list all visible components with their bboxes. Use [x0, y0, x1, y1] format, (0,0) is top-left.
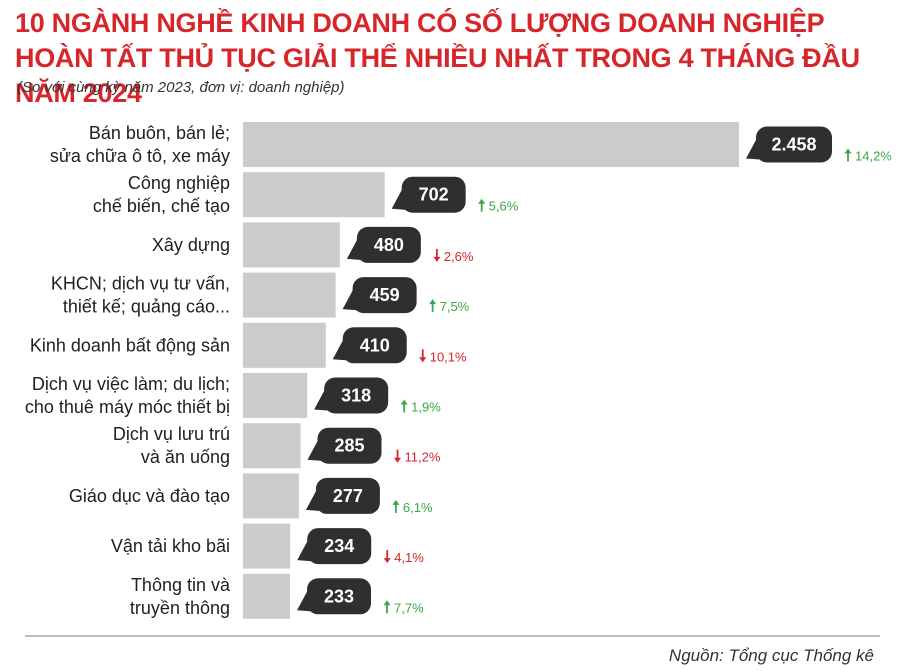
category-label: Bán buôn, bán lẻ; [89, 123, 230, 143]
value-bubble [324, 377, 389, 414]
category-label: thiết kế; quảng cáo... [63, 297, 230, 317]
value-label: 318 [341, 386, 371, 406]
category-label: truyền thông [130, 598, 230, 618]
change-label: 7,5% [440, 299, 470, 314]
bar-row: Công nghiệp chế biến, chế tạo 702 5,6% [93, 172, 519, 218]
value-bubble [315, 477, 380, 514]
bar [243, 373, 308, 418]
bar [243, 172, 385, 218]
category-label: Công nghiệp [128, 173, 230, 193]
arrow-up-icon [844, 148, 852, 162]
value-label: 459 [370, 285, 400, 305]
value-bubble [317, 427, 382, 464]
bar-row: Dịch vụ lưu trú và ăn uống 285 11,2% [113, 423, 441, 469]
change-label: 11,2% [405, 450, 441, 465]
arrow-head [400, 399, 408, 405]
bar [243, 423, 301, 469]
bars-group: Bán buôn, bán lẻ; sửa chữa ô tô, xe máy 2.… [25, 122, 892, 619]
change-label: 7,7% [394, 600, 424, 615]
value-label: 702 [419, 185, 449, 205]
category-label: Giáo dục và đào tạo [69, 486, 230, 506]
bar [243, 222, 340, 268]
bar [243, 122, 739, 167]
arrow-up-icon [478, 198, 486, 212]
bar [243, 473, 299, 519]
category-label: Dịch vụ việc làm; du lịch; [32, 374, 230, 394]
bar-row: Kinh doanh bất động sản 410 10,1% [30, 322, 467, 368]
arrow-down-icon [433, 248, 441, 262]
bar [243, 322, 326, 368]
category-label: và ăn uống [141, 447, 230, 467]
change-label: 6,1% [403, 500, 433, 515]
bar-row: Vận tải kho bãi 234 4,1% [111, 523, 424, 569]
arrow-up-icon [392, 499, 400, 513]
value-label: 277 [333, 486, 363, 506]
bar-row: Bán buôn, bán lẻ; sửa chữa ô tô, xe máy 2.… [50, 122, 892, 167]
category-label: chế biến, chế tạo [93, 196, 230, 216]
arrow-down-icon [419, 349, 427, 363]
bar-row: Thông tin và truyền thông 233 7,7% [130, 573, 424, 619]
value-bubble [756, 126, 832, 163]
arrow-up-icon [429, 299, 437, 313]
change-label: 10,1% [430, 349, 467, 364]
value-bubble [307, 528, 372, 565]
change-label: 1,9% [411, 400, 441, 415]
chart-subtitle: (So với cùng kỳ năm 2023, đơn vị: doanh … [17, 79, 345, 96]
source-note: Nguồn: Tổng cục Thống kê [668, 646, 874, 665]
arrow-head [429, 299, 437, 305]
arrow-head [383, 558, 391, 564]
value-label: 234 [324, 536, 354, 556]
value-label: 2.458 [771, 135, 816, 155]
value-bubble [342, 327, 407, 364]
bar [243, 573, 291, 619]
category-label: Kinh doanh bất động sản [30, 335, 230, 355]
change-label: 4,1% [394, 550, 424, 565]
chart-title: 10 NGÀNH NGHỀ KINH DOANH CÓ SỐ LƯỢNG DOA… [15, 8, 860, 108]
category-label: sửa chữa ô tô, xe máy [50, 146, 230, 166]
value-label: 480 [374, 235, 404, 255]
category-label: Dịch vụ lưu trú [113, 424, 230, 444]
category-label: Vận tải kho bãi [111, 536, 230, 556]
arrow-head [433, 256, 441, 262]
arrow-head [392, 499, 400, 505]
bar-row: Dịch vụ việc làm; du lịch; cho thuê máy m… [25, 373, 441, 418]
value-label: 285 [334, 436, 364, 456]
bar-row: Xây dựng 480 2,6% [152, 222, 474, 268]
arrow-down-icon [383, 550, 391, 564]
change-label: 5,6% [489, 199, 519, 214]
arrow-up-icon [383, 600, 391, 614]
arrow-head [419, 357, 427, 363]
value-bubble [307, 578, 372, 615]
bar [243, 523, 291, 569]
bar-row: Giáo dục và đào tạo 277 6,1% [69, 473, 433, 519]
value-label: 410 [360, 335, 390, 355]
arrow-down-icon [394, 449, 402, 463]
bar-row: KHCN; dịch vụ tư vấn, thiết kế; quảng cáo… [51, 272, 470, 318]
arrow-head [844, 148, 852, 154]
category-label: Thông tin và [131, 575, 231, 595]
value-bubble [356, 226, 421, 263]
value-bubble [401, 176, 466, 213]
value-bubble [352, 277, 417, 314]
change-label: 2,6% [444, 249, 474, 264]
category-label: Xây dựng [152, 235, 230, 255]
value-label: 233 [324, 586, 354, 606]
arrow-head [383, 600, 391, 606]
bar [243, 272, 336, 318]
change-label: 14,2% [855, 149, 892, 164]
category-label: cho thuê máy móc thiết bị [25, 397, 230, 417]
arrow-head [478, 198, 486, 204]
arrow-up-icon [400, 399, 408, 413]
arrow-head [394, 457, 402, 463]
category-label: KHCN; dịch vụ tư vấn, [51, 274, 230, 294]
